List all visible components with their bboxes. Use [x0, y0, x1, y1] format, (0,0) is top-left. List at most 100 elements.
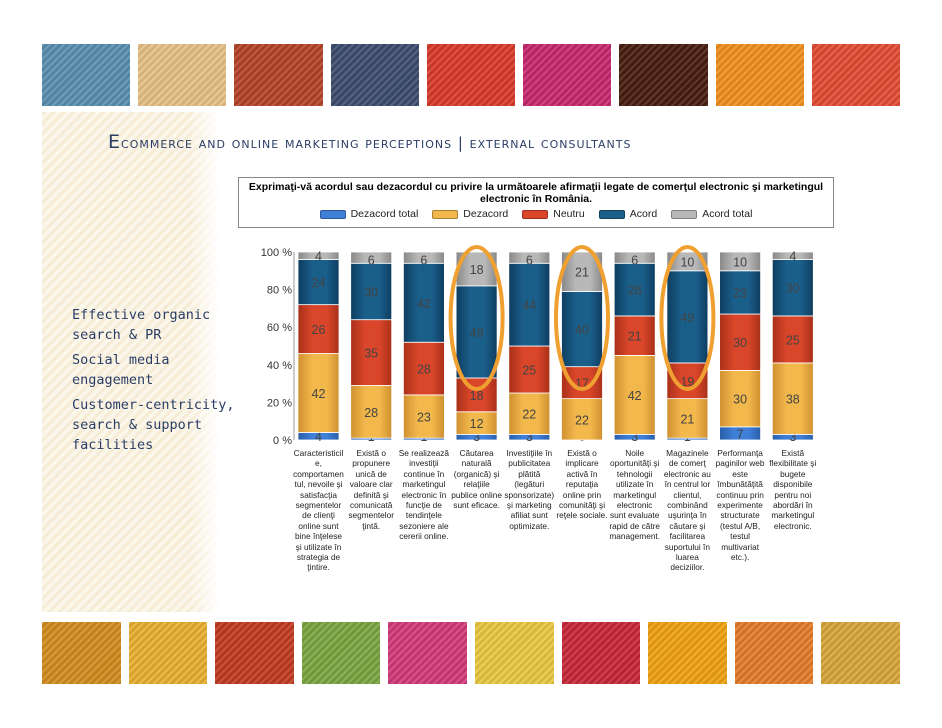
data-label: 19 [680, 375, 694, 389]
data-label: 22 [522, 408, 536, 422]
legend-label: Dezacord [463, 208, 509, 220]
legend-swatch [522, 209, 549, 219]
bar-segment [402, 251, 445, 264]
category-label: Există o implicare activă în reputaţia o… [556, 448, 608, 521]
chart-legend: Dezacord total Dezacord Neutru Acord Aco… [239, 208, 833, 220]
category-label: Magazinele de comerţ electronic au în ce… [663, 448, 711, 573]
bar-segment [455, 251, 498, 287]
data-label: 42 [312, 387, 326, 401]
data-label: 49 [680, 311, 694, 325]
bar-segment [297, 304, 340, 354]
legend-item-dezacord: Dezacord [432, 208, 508, 220]
decor-tile [215, 622, 294, 684]
bar-segment [561, 366, 603, 400]
y-tick-label: 40 % [267, 360, 292, 372]
bar-segment [508, 345, 551, 394]
slide-title-rest: commerce and online marketing perception… [121, 134, 632, 152]
bullet-organic-search: Effective organic search & PR [72, 307, 211, 343]
bar-segment [561, 291, 603, 368]
data-label: 21 [680, 412, 694, 426]
bar-segment [613, 315, 656, 356]
legend-swatch [432, 209, 459, 219]
top-decor-band [42, 44, 900, 106]
bar-segment [771, 433, 814, 441]
category-label: Căutarea naturală (organică) şi relaţiil… [451, 448, 502, 511]
data-label: 38 [786, 393, 800, 407]
bar-segment [508, 392, 551, 435]
data-label: 25 [786, 333, 800, 347]
data-label: 49 [470, 326, 484, 340]
data-label: 26 [312, 323, 326, 337]
bottom-decor-band [42, 622, 900, 684]
bar-segment [508, 262, 551, 347]
chart-title: Exprimaţi-vă acordul sau dezacordul cu p… [248, 181, 824, 205]
data-label: 30 [364, 285, 378, 299]
y-tick-label: 60 % [267, 322, 292, 334]
data-label: 23 [733, 286, 747, 300]
legend-swatch [319, 209, 346, 219]
bar-segment [666, 251, 709, 272]
bar-segment [350, 437, 393, 441]
decor-tile [523, 44, 612, 106]
legend-item-acord: Acord [598, 208, 657, 220]
data-label: 6 [526, 253, 533, 267]
bar-segment [455, 411, 498, 435]
category-label: Investiţiile în publicitatea plătită (le… [504, 448, 555, 531]
legend-item-dezacord-total: Dezacord total [319, 208, 418, 220]
bar-segment [297, 259, 340, 306]
data-label: 28 [364, 406, 378, 420]
data-label: 21 [575, 266, 589, 280]
data-label: 17 [575, 377, 589, 391]
chart-header: Exprimaţi-vă acordul sau dezacordul cu p… [238, 177, 834, 228]
data-label: 18 [470, 263, 484, 277]
bar-segment [455, 285, 498, 379]
highlight-ellipse [554, 245, 610, 391]
bar-segment [297, 353, 340, 433]
category-label: Caracteristicile, comportamentul, nevoil… [293, 448, 344, 573]
data-label: 24 [312, 276, 326, 290]
slide-title: Ecommerce and online marketing perceptio… [108, 131, 632, 153]
data-label: 30 [733, 336, 747, 350]
legend-item-acord-total: Acord total [671, 208, 752, 220]
bar-segment [771, 362, 814, 435]
data-label: 4 [315, 430, 322, 444]
bar-segment [508, 251, 551, 264]
bar-segment [771, 259, 814, 317]
decor-tile [715, 44, 804, 106]
decor-tile [474, 622, 554, 684]
data-label: 25 [522, 364, 536, 378]
data-label: 3 [789, 430, 796, 444]
data-label: 42 [628, 389, 642, 403]
decor-tile [561, 622, 641, 684]
data-label: 12 [470, 417, 484, 431]
bar-segment [719, 426, 761, 441]
data-label: 7 [737, 427, 744, 441]
bar-segment [350, 262, 393, 321]
data-label: 21 [628, 330, 642, 344]
legend-swatch [598, 209, 625, 219]
decor-tile [619, 44, 708, 106]
y-tick-label: 20 % [267, 397, 292, 409]
bar-segment [350, 385, 393, 439]
decor-tile [42, 44, 131, 106]
bar-segment [350, 251, 393, 264]
data-label: 22 [575, 413, 589, 427]
bar-segment [297, 432, 340, 441]
data-label: 30 [786, 282, 800, 296]
data-label: 30 [733, 393, 747, 407]
data-label: 4 [789, 250, 796, 264]
y-tick-label: 0 % [273, 435, 292, 447]
decor-tile [234, 44, 323, 106]
bar-segment [297, 251, 340, 260]
data-label: 6 [420, 253, 427, 267]
bar-segment [561, 251, 603, 292]
bar-segment [455, 377, 498, 413]
bar-segment [719, 270, 761, 315]
decor-tile [128, 622, 208, 684]
bar-segment [613, 354, 656, 435]
bar-segment [455, 433, 498, 441]
data-label: 40 [575, 323, 589, 337]
bar-segment [561, 398, 603, 441]
data-label: 1 [420, 430, 427, 444]
decor-tile [821, 622, 900, 684]
